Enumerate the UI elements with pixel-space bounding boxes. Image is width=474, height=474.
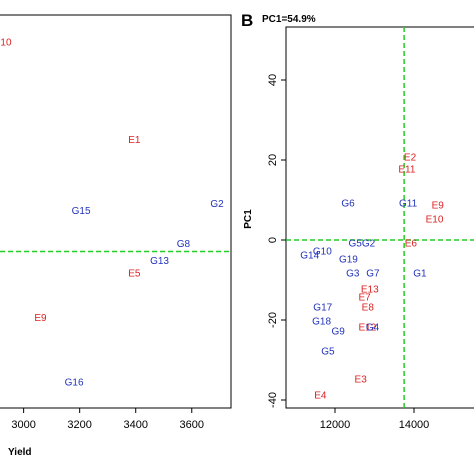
panel-b-point-label: G3: [346, 269, 360, 280]
panel-b-point-label: G4: [366, 323, 380, 334]
panel-b-y-tick-label: -40: [267, 392, 279, 408]
panel-a-point-label: G13: [150, 256, 169, 267]
panel-a-x-tick-label: 3000: [11, 419, 35, 431]
panel-b-point-label: E7: [359, 293, 372, 304]
panel-b-y-tick-label: 40: [267, 74, 279, 86]
panel-a-point-label: G2: [210, 199, 224, 210]
panel-b-point-label: E13: [361, 285, 379, 296]
panel-b-point-label: G19: [339, 255, 358, 266]
panel-b-point-label: G10: [313, 247, 332, 258]
panel-b-point-label: G14: [300, 251, 319, 262]
panel-b-point-label: E9: [432, 201, 445, 212]
panel-b-title: PC1=54.9%: [262, 14, 316, 25]
panel-a-marks: 3000 3200 3400 3600 E10 E1 E5 E9 G15 G2 G8 G13 G16: [0, 37, 231, 431]
panel-a: 3000 3200 3400 3600 E10 E1 E5 E9 G15 G2 G8 G13 G16 Y…: [0, 14, 232, 458]
panel-b-point-label: E12: [358, 323, 376, 334]
panel-b-y-tick-label: 20: [267, 154, 279, 166]
panel-b-point-label: E10: [426, 215, 444, 226]
panel-b-point-label: E8: [362, 303, 375, 314]
panel-b-point-label: E2: [404, 153, 417, 164]
panel-a-point-label: G8: [177, 239, 191, 250]
panel-a-frame: [0, 14, 232, 409]
panel-b-y-axis-label: PC1: [243, 209, 254, 229]
panel-b-y-tick-label: -20: [267, 312, 279, 328]
panel-a-x-axis-label: Yield: [8, 447, 32, 458]
panel-b-point-label: G7: [366, 269, 380, 280]
panel-a-point-label: E10: [0, 37, 12, 48]
panel-b-point-label: E4: [314, 391, 327, 402]
panel-b-point-label: G5: [321, 347, 335, 358]
panel-b-point-label: E6: [405, 239, 418, 250]
panel-a-point-label: G15: [72, 206, 91, 217]
panel-b-point-label: E3: [355, 375, 368, 386]
panel-a-x-tick-label: 3600: [180, 419, 204, 431]
panel-a-point-label: E5: [128, 268, 141, 279]
panel-b-point-label: G17: [313, 303, 332, 314]
panel-a-point-label: E1: [128, 135, 141, 146]
panel-b-point-label: G1: [413, 269, 427, 280]
panel-a-point-label: G16: [65, 378, 84, 389]
panel-b-point-label: E11: [398, 165, 415, 176]
panel-a-point-label: E9: [34, 313, 47, 324]
panel-b-y-tick-label: 0: [267, 237, 279, 243]
panel-b-point-label: G5G2: [349, 239, 376, 250]
panel-b-frame: [285, 26, 474, 409]
panel-b-letter: B: [241, 11, 253, 30]
panel-a-x-tick-label: 3200: [67, 419, 91, 431]
panel-b-point-label: G9: [331, 327, 345, 338]
panel-b-point-label: G6: [341, 199, 355, 210]
panel-b-point-label: G18: [312, 317, 331, 328]
panel-a-x-tick-label: 3400: [123, 419, 147, 431]
panel-b-x-tick-label: 14000: [399, 419, 430, 431]
panel-b-point-label: G11: [399, 199, 418, 210]
panel-b-x-tick-label: 12000: [320, 419, 351, 431]
